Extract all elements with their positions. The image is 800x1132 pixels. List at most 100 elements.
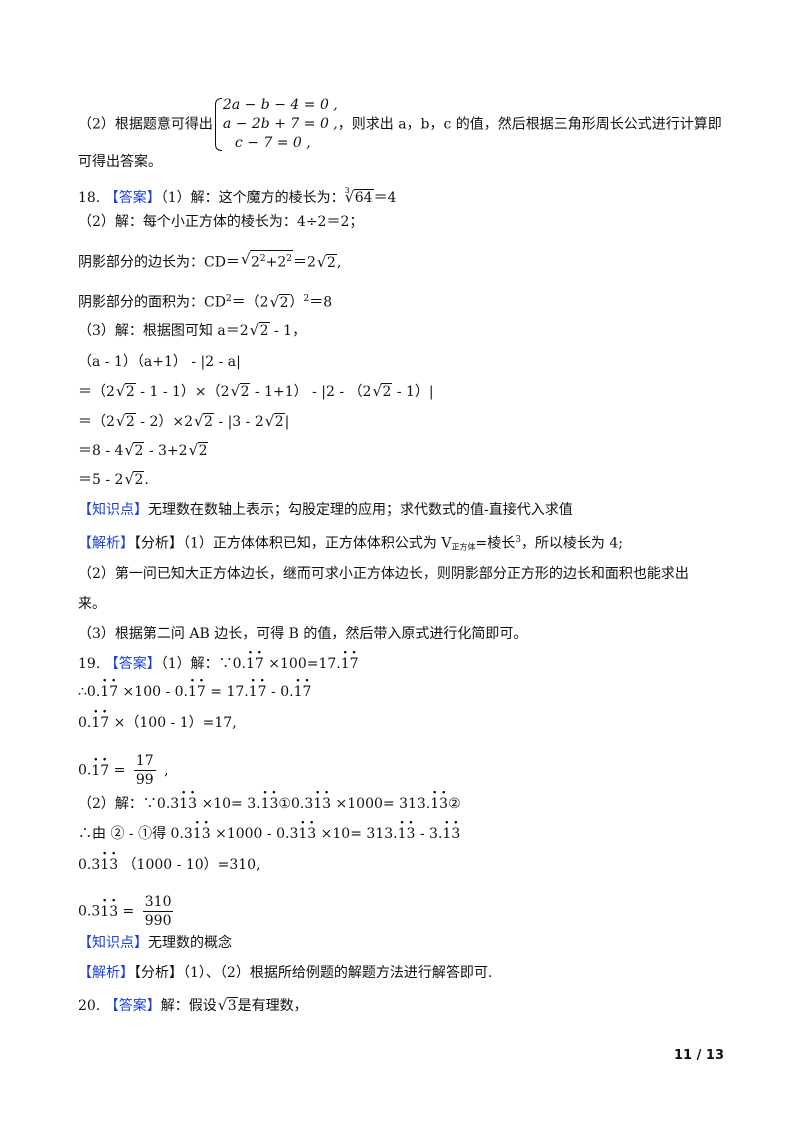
square-root: 2 — [317, 252, 337, 273]
text-run: （2）第一问已知大正方体边长，继而可求小正方体边长，则阴影部分正方形的边长和面积… — [78, 566, 689, 582]
text-run: , — [336, 254, 342, 271]
repeating-digits: 13 — [179, 796, 197, 812]
dotted-digit: 7 — [303, 682, 312, 702]
cube-root: 64 — [345, 187, 374, 208]
text-run: 解：假设 — [160, 998, 217, 1014]
text-run: ×10= 313. — [316, 826, 398, 842]
radicand: 2 — [381, 383, 393, 400]
equation: 2a − b − 4 = 0 , — [222, 97, 338, 113]
text-run: 阴影部分的面积为：CD — [78, 294, 226, 311]
text-run: - 3+2 — [144, 443, 188, 459]
text-run: 19. — [78, 656, 105, 672]
repeating-digits: 17 — [188, 684, 206, 700]
equation: a − 2b + 7 = 0 , — [222, 116, 338, 132]
repeating-digits: 17 — [294, 684, 312, 700]
section-tag: 【答案】 — [104, 998, 161, 1014]
radicand: 3 — [226, 997, 238, 1014]
repeating-digits: 13 — [398, 826, 416, 842]
text-line: ＝（22 - 2）×22 - |3 - 22| — [78, 411, 290, 432]
text-line: ＝5 - 2 2. — [78, 469, 149, 490]
dotted-digit: 1 — [294, 682, 303, 702]
dotted-digit: 7 — [109, 682, 118, 702]
text-run: ①0.3 — [278, 796, 314, 812]
text-run: = — [109, 762, 130, 779]
text-line: 来。 — [78, 594, 106, 614]
text-run: 0. — [78, 715, 92, 731]
square-root: 2 — [116, 381, 136, 402]
text-run: ＝4 — [373, 190, 397, 206]
text-run: （2）根据题意可得出 — [78, 116, 213, 133]
dotted-digit: 3 — [406, 824, 415, 844]
section-tag: 【知识点】 — [78, 502, 148, 518]
text-run: ×1000= 313. — [331, 796, 431, 812]
text-run: ，则求出 a，b，c 的值，然后根据三角形周长公式进行计算即 — [337, 116, 722, 133]
dotted-digit: 7 — [255, 654, 264, 674]
text-line: （3）解：根据图可知 a＝2 2 - 1， — [78, 320, 307, 341]
text-line: ＝8 - 42 - 3+22 — [78, 440, 209, 461]
section-tag: 【答案】 — [104, 190, 161, 206]
dotted-digit: 7 — [258, 682, 267, 702]
radicand: 2 — [124, 413, 136, 430]
dotted-digit: 1 — [100, 902, 109, 922]
text-line: 18. 【答案】（1）解：这个魔方的棱长为：364＝4 — [78, 181, 396, 208]
radicand: 22+22 — [249, 250, 293, 271]
text-run: （2）解：∵0.3 — [78, 796, 180, 812]
radicand: 2 — [239, 383, 251, 400]
text-line: 【知识点】无理数的概念 — [78, 933, 232, 953]
text-line: 20. 【答案】解：假设 3是有理数， — [78, 995, 308, 1016]
dotted-digit: 1 — [313, 794, 322, 814]
text-run: ＝（2 — [231, 294, 269, 311]
radicand: 2 — [197, 442, 209, 459]
repeating-digits: 17 — [246, 656, 264, 672]
section-tag: 【知识点】 — [78, 935, 148, 951]
text-run: 来。 — [78, 596, 106, 612]
radicand: 2 — [278, 293, 290, 311]
page-number: 11 / 13 — [674, 1048, 724, 1063]
radicand: 2 — [133, 471, 145, 488]
text-run: | — [284, 414, 290, 430]
dotted-digit: 1 — [430, 794, 439, 814]
text-run: - 2）×2 — [135, 414, 194, 430]
repeating-digits: 17 — [249, 684, 267, 700]
text-line: 【知识点】无理数在数轴上表示；勾股定理的应用；求代数式的值-直接代入求值 — [78, 500, 573, 520]
text-line: （2）解：每个小正方体的棱长为：4÷2＝2； — [78, 212, 363, 232]
dotted-digit: 3 — [202, 824, 211, 844]
superscript: 3 — [515, 535, 521, 545]
repeating-digits: 13 — [313, 796, 331, 812]
text-line: 0.313 （1000 - 10）=310, — [78, 855, 261, 875]
text-run: 无理数在数轴上表示；勾股定理的应用；求代数式的值-直接代入求值 — [148, 502, 573, 518]
text-run: ） — [289, 294, 304, 311]
text-run: 无理数的概念 — [148, 935, 232, 951]
fraction: 17 99 — [133, 752, 156, 789]
text-run: . — [144, 472, 149, 488]
text-run: 可得出答案。 — [78, 154, 162, 170]
text-run: - 1， — [269, 323, 307, 339]
square-root: 2 — [189, 440, 209, 461]
text-run: （a - 1）（a+1） - |2 - a| — [78, 354, 241, 370]
exponent: 2 — [259, 254, 266, 264]
square-root: 2 — [265, 411, 285, 432]
fraction: 310 990 — [142, 893, 174, 930]
radicand: 64 — [353, 189, 374, 206]
text-run: - 0. — [266, 684, 294, 700]
text-run: （2）解：每个小正方体的棱长为：4÷2＝2； — [78, 214, 364, 230]
text-line: 【解析】【分析】（1）、（2）根据所给例题的解题方法进行解答即可. — [78, 963, 492, 983]
text-run: ② — [448, 796, 461, 812]
text-run: , — [159, 762, 169, 779]
text-run: = — [118, 903, 139, 920]
text-run: （3）解：根据图可知 a＝2 — [78, 323, 249, 339]
repeating-digits: 13 — [100, 857, 118, 873]
text-run: 20. — [78, 998, 105, 1014]
square-root: 2 — [372, 381, 393, 402]
text-run: ，所以棱长为 4; — [520, 535, 624, 552]
dotted-digit: 1 — [261, 794, 270, 814]
text-run: ×10= 3. — [197, 796, 261, 812]
text-line: 0.17 ×（100 - 1）=17, — [78, 713, 237, 733]
dotted-digit: 3 — [109, 902, 118, 922]
dotted-digit: 1 — [188, 682, 197, 702]
text-run: 【分析】（1）正方体体积已知，正方体体积公式为 V — [134, 535, 452, 552]
text-run: ＝8 - 4 — [78, 443, 124, 459]
square-root: 2 — [116, 411, 136, 432]
dotted-digit: 1 — [442, 824, 451, 844]
dotted-digit: 1 — [246, 654, 255, 674]
